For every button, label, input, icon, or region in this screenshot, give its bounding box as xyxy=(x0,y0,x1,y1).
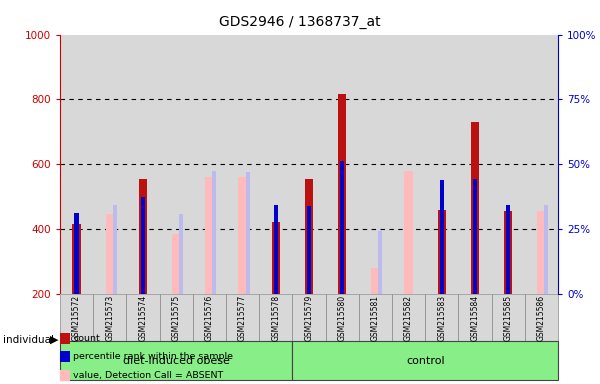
Bar xyxy=(473,179,477,294)
Text: GSM215573: GSM215573 xyxy=(106,295,114,341)
Bar xyxy=(404,170,413,294)
Bar xyxy=(226,294,259,341)
Bar xyxy=(93,294,127,341)
Text: GSM215581: GSM215581 xyxy=(371,295,380,341)
Text: control: control xyxy=(406,356,445,366)
Bar xyxy=(113,205,117,294)
Bar xyxy=(179,214,183,294)
Bar xyxy=(259,294,292,341)
Bar xyxy=(245,172,250,294)
Bar xyxy=(544,205,548,294)
Text: GSM215577: GSM215577 xyxy=(238,295,247,341)
Text: percentile rank within the sample: percentile rank within the sample xyxy=(73,352,233,361)
Bar xyxy=(425,294,458,341)
Text: GSM215580: GSM215580 xyxy=(338,295,347,341)
Bar xyxy=(272,222,280,294)
Bar xyxy=(292,341,558,380)
Bar xyxy=(274,205,278,294)
Text: GSM215582: GSM215582 xyxy=(404,295,413,341)
Bar xyxy=(471,122,479,294)
Bar xyxy=(307,206,311,294)
Bar xyxy=(305,179,313,294)
Text: count: count xyxy=(73,334,100,343)
Text: GSM215574: GSM215574 xyxy=(139,295,148,341)
Bar xyxy=(458,294,491,341)
Bar xyxy=(205,177,214,294)
Bar xyxy=(292,294,326,341)
Text: diet-induced obese: diet-induced obese xyxy=(123,356,230,366)
Bar xyxy=(437,210,446,294)
Bar xyxy=(160,294,193,341)
Bar xyxy=(338,94,346,294)
Text: GSM215572: GSM215572 xyxy=(72,295,81,341)
Bar xyxy=(127,294,160,341)
Bar xyxy=(440,180,444,294)
Bar xyxy=(212,170,217,294)
Bar xyxy=(371,268,380,294)
Bar xyxy=(73,224,81,294)
Bar xyxy=(141,197,145,294)
Bar xyxy=(392,294,425,341)
Bar xyxy=(60,294,93,341)
Bar xyxy=(340,161,344,294)
Bar xyxy=(106,214,114,294)
Text: value, Detection Call = ABSENT: value, Detection Call = ABSENT xyxy=(73,371,223,380)
Bar xyxy=(525,294,558,341)
Bar xyxy=(326,294,359,341)
Text: GSM215584: GSM215584 xyxy=(470,295,479,341)
Text: GSM215579: GSM215579 xyxy=(305,295,314,341)
Text: GSM215586: GSM215586 xyxy=(537,295,546,341)
Bar xyxy=(139,179,147,294)
Text: GSM215576: GSM215576 xyxy=(205,295,214,341)
Text: GSM215585: GSM215585 xyxy=(504,295,513,341)
Text: GDS2946 / 1368737_at: GDS2946 / 1368737_at xyxy=(219,15,381,29)
Bar xyxy=(504,211,512,294)
Bar xyxy=(193,294,226,341)
Bar xyxy=(74,213,79,294)
Bar xyxy=(506,205,511,294)
Text: GSM215583: GSM215583 xyxy=(437,295,446,341)
Bar xyxy=(537,211,545,294)
Text: GSM215578: GSM215578 xyxy=(271,295,280,341)
Bar xyxy=(491,294,525,341)
Bar xyxy=(238,177,247,294)
Text: individual: individual xyxy=(3,335,54,345)
Text: ▶: ▶ xyxy=(50,335,58,345)
Bar xyxy=(172,234,181,294)
Text: GSM215575: GSM215575 xyxy=(172,295,181,341)
Bar xyxy=(379,230,382,294)
Bar xyxy=(60,341,292,380)
Bar xyxy=(359,294,392,341)
